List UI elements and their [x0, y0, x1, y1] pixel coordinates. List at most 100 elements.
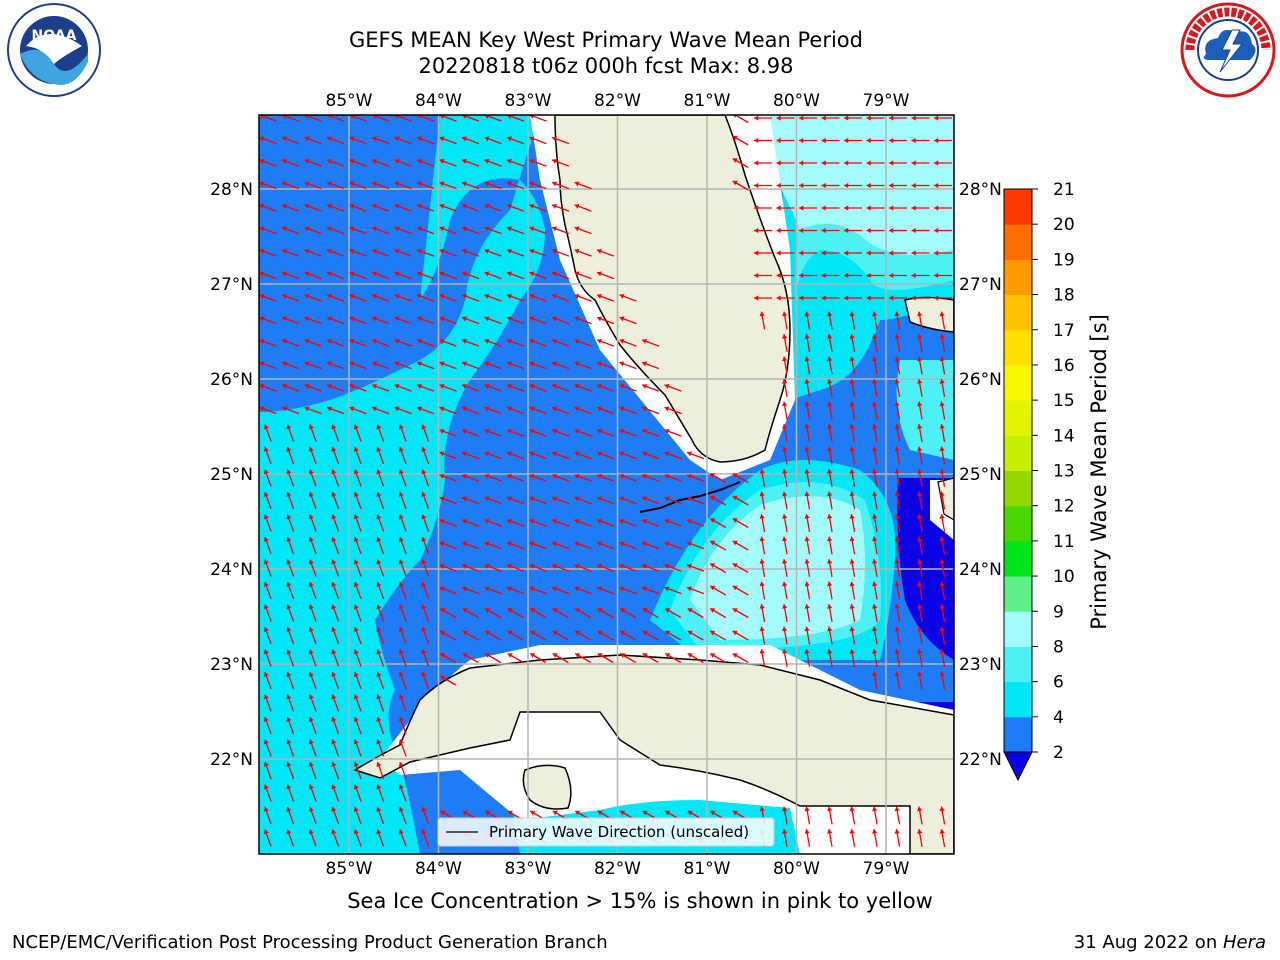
bahamas-south-land — [937, 477, 954, 521]
wave-arrow — [331, 806, 340, 825]
latitude-labels: 28°N 28°N 27°N 27°N 26°N 26°N 25°N 25°N 24°N 24°N… — [210, 180, 1002, 770]
wave-arrow — [371, 158, 390, 167]
wave-arrow — [331, 469, 340, 487]
wave-arrow — [574, 563, 592, 572]
wave-arrow — [872, 379, 878, 397]
wave-arrow — [353, 649, 362, 667]
wave-arrow — [872, 311, 878, 330]
wave-arrow — [894, 626, 901, 645]
wave-arrow — [866, 115, 885, 121]
wave-arrow — [484, 383, 502, 392]
wave-arrow — [782, 379, 788, 397]
wave-arrow — [889, 160, 907, 166]
wave-arrow — [732, 540, 749, 551]
wave-arrow — [529, 338, 547, 347]
wave-arrow — [506, 338, 525, 347]
wave-arrow — [799, 295, 817, 301]
colorbar-segment — [1004, 576, 1032, 612]
wave-arrow — [529, 248, 547, 257]
wave-arrow — [827, 604, 833, 622]
wave-arrow — [917, 829, 923, 847]
wave-arrow — [259, 115, 277, 122]
wave-arrow — [872, 626, 878, 645]
wave-arrow — [804, 829, 811, 847]
wave-arrow — [619, 293, 637, 302]
wave-arrow — [596, 338, 615, 347]
wave-arrow — [804, 446, 811, 465]
colorbar-tick-label: 15 — [1053, 391, 1075, 411]
latitude-label: 22°N — [210, 750, 253, 770]
wave-arrow — [596, 451, 615, 460]
wave-arrow — [664, 496, 682, 505]
cuba-land — [353, 654, 954, 854]
wave-arrow — [376, 491, 385, 510]
wave-arrow — [799, 272, 817, 279]
wave-arrow — [619, 586, 637, 595]
wave-arrow — [782, 311, 788, 330]
colorbar-segment — [1004, 646, 1032, 683]
wave-arrow — [349, 316, 367, 325]
wave-arrow — [849, 379, 856, 397]
wave-arrow — [394, 271, 412, 280]
wave-arrow — [281, 181, 300, 190]
wave-arrow — [326, 271, 345, 280]
wave-arrow — [641, 338, 660, 347]
wave-arrow — [263, 491, 272, 510]
wave-arrow — [398, 446, 407, 465]
wave-arrow — [461, 361, 480, 370]
wave-arrow — [574, 316, 592, 325]
wave-arrow — [529, 383, 547, 392]
wave-arrow — [398, 581, 407, 600]
wave-arrow — [641, 518, 660, 527]
wave-arrow — [281, 293, 300, 302]
wave-arrow — [461, 158, 480, 167]
wave-arrow — [866, 227, 885, 234]
wave-arrow — [529, 136, 547, 145]
wave-arrow — [353, 491, 362, 510]
wave-arrow — [596, 518, 615, 527]
colorbar-segment — [1004, 681, 1032, 718]
wave-arrow — [619, 451, 637, 460]
wave-arrow — [416, 406, 435, 415]
wave-arrow — [759, 491, 766, 510]
wave-arrow — [398, 806, 407, 825]
wave-arrow — [894, 671, 901, 690]
wave-arrow — [872, 424, 878, 442]
wave-arrow — [597, 607, 614, 619]
wave-arrow — [462, 652, 479, 664]
wave-arrow — [551, 316, 570, 325]
wave-arrow — [326, 136, 345, 145]
wave-arrow — [376, 626, 385, 645]
wave-arrow — [439, 361, 457, 370]
wave-arrow — [507, 630, 524, 641]
wave-arrow — [782, 806, 788, 825]
wave-arrow — [439, 675, 457, 686]
wave-arrow — [263, 424, 272, 442]
wave-arrow — [308, 491, 317, 510]
wave-arrow — [551, 428, 570, 437]
wave-arrow — [821, 205, 840, 211]
wave-arrow — [484, 541, 502, 550]
wave-arrow — [911, 205, 930, 211]
wave-arrow — [872, 604, 878, 622]
wave-arrow — [552, 652, 569, 664]
wave-arrow — [574, 361, 592, 370]
wave-arrow — [574, 451, 592, 460]
wave-arrow — [827, 491, 833, 510]
wave-arrow — [439, 248, 457, 257]
wave-arrow — [398, 739, 407, 757]
wave-arrow — [849, 356, 856, 375]
longitude-label: 82°W — [594, 859, 641, 879]
wave-arrow — [776, 137, 795, 144]
wave-arrow — [376, 424, 385, 442]
nws-logo — [1180, 2, 1276, 98]
wave-arrow — [574, 406, 592, 415]
wave-arrow — [394, 136, 412, 145]
wave-arrow — [506, 361, 525, 370]
wave-arrow — [506, 181, 525, 190]
wave-arrow — [866, 205, 885, 211]
wave-arrow — [619, 563, 637, 572]
wave-arrow — [619, 541, 637, 550]
wave-arrow — [872, 401, 878, 420]
wave-arrow — [939, 379, 946, 397]
